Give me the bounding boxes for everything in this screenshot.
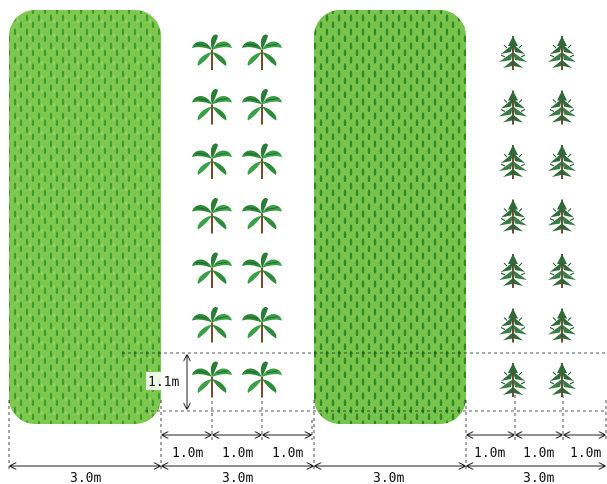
conifer-seedling-icon [547,89,577,126]
grass-strip-left [9,10,161,424]
broadleaf-seedling-icon [191,360,233,398]
broadleaf-seedling-icon [241,306,283,344]
conifer-seedling-icon [547,144,577,180]
guide-lines [8,352,607,470]
conifer-seedling-icon [498,253,528,289]
band-width-label-3: 3.0m [373,471,404,484]
conifer-seedling-icon [547,198,577,235]
broadleaf-seedling-icon [241,360,283,398]
conifer-seedling-icon [498,307,528,344]
conifer-seedling-icon [547,362,577,398]
row-spacing-label: 1.1m [148,375,179,390]
conifer-seedling-icon [498,35,528,71]
conifer-seedling-icon [498,89,528,126]
broadleaf-seedling-icon [191,306,233,344]
tree-spacing-label-3: 1.0m [272,446,303,461]
broadleaf-seedling-icon [191,88,233,126]
broadleaf-seedling-icon [191,142,233,180]
broadleaf-seedling-icon [241,33,283,71]
grass-strip-right [314,10,466,424]
broadleaf-seedling-grid [191,33,283,398]
tree-spacing-label-6: 1.0m [570,446,601,461]
broadleaf-seedling-icon [191,33,233,71]
broadleaf-seedling-icon [191,251,233,289]
conifer-seedling-icon [547,35,577,71]
band-width-label-4: 3.0m [523,471,554,484]
conifer-seedling-icon [498,144,528,180]
broadleaf-seedling-icon [241,142,283,180]
broadleaf-seedling-icon [191,197,233,235]
conifer-seedling-icon [547,307,577,344]
band-width-label-1: 3.0m [70,471,101,484]
tree-spacing-label-5: 1.0m [523,446,554,461]
row-spacing-dimension: 1.1m [146,355,187,409]
tree-spacing-label-2: 1.0m [222,446,253,461]
tree-spacing-label-1: 1.0m [172,446,203,461]
conifer-seedling-icon [498,198,528,235]
conifer-seedling-icon [498,362,528,398]
broadleaf-seedling-icon [241,251,283,289]
conifer-seedling-grid [498,35,577,398]
tree-spacing-label-4: 1.0m [474,446,505,461]
conifer-seedling-icon [547,253,577,289]
broadleaf-seedling-icon [241,197,283,235]
band-width-label-2: 3.0m [222,471,253,484]
broadleaf-seedling-icon [241,88,283,126]
